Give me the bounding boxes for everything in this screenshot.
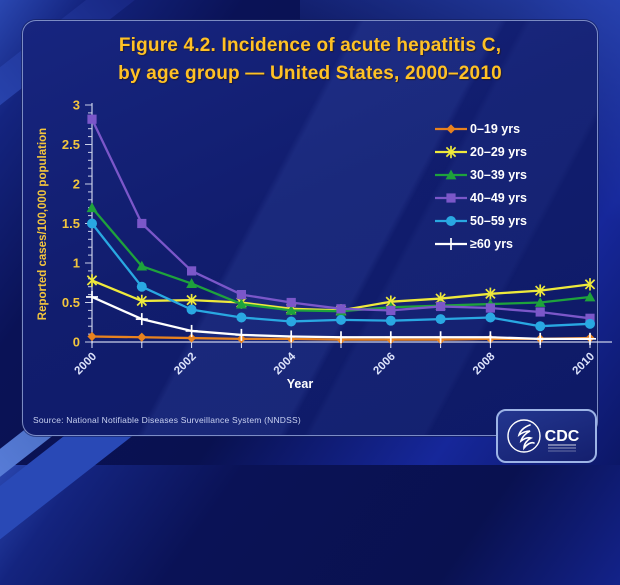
slide-panel: [22, 20, 598, 436]
x-tick-label: 2004: [272, 350, 299, 377]
asterisk-marker: [435, 293, 446, 304]
circle-marker: [435, 314, 446, 325]
circle-legend-marker-icon: [435, 215, 467, 226]
diamond-marker: [87, 331, 97, 342]
y-tick-label: 0: [73, 335, 80, 350]
hhs-eagle-glyph: [517, 424, 535, 451]
triangle-marker: [534, 297, 546, 307]
square-marker: [87, 114, 97, 124]
triangle-marker: [285, 305, 297, 315]
figure-title-line2: by age group — United States, 2000–2010: [118, 62, 502, 84]
circle-marker: [485, 312, 496, 323]
cdc-logo: CDC: [496, 409, 597, 463]
y-axis-title: Reported cases/100,000 population: [37, 128, 49, 320]
x-axis-title: Year: [287, 377, 314, 391]
legend-item-20-29-yrs: 20–29 yrs: [434, 140, 527, 163]
y-tick-label: 1: [73, 256, 80, 271]
series-40-49-yrs: [87, 114, 595, 323]
legend-label: 50–59 yrs: [470, 213, 528, 228]
x-tick-label: 2002: [172, 351, 199, 378]
series--60-yrs: [86, 290, 596, 345]
circle-marker: [535, 321, 546, 332]
legend-label: ≥60 yrs: [470, 236, 514, 251]
asterisk-marker: [186, 294, 197, 306]
diamond-marker: [187, 333, 197, 343]
triangle-marker: [186, 278, 197, 288]
asterisk-marker: [385, 296, 397, 307]
circle-marker: [286, 316, 297, 327]
square-marker: [336, 304, 346, 314]
square-marker: [485, 303, 495, 313]
square-marker: [436, 301, 446, 312]
legend-item-50-59-yrs: 50–59 yrs: [434, 209, 527, 232]
square-marker: [236, 290, 246, 300]
figure-title: Figure 4.2. Incidence of acute hepatitis…: [0, 32, 620, 87]
diamond-marker: [137, 332, 147, 342]
triangle-marker: [86, 202, 98, 213]
chart-legend: 0–19 yrs 20–29 yrs 30–39 yrs 40–49 yrs 50–59…: [434, 117, 527, 255]
asterisk-marker: [485, 288, 496, 300]
triangle-marker: [136, 260, 148, 271]
circle-marker: [87, 218, 97, 229]
hhs-cdc-emblem: CDC: [507, 419, 580, 453]
legend-item-30-39-yrs: 30–39 yrs: [434, 163, 527, 186]
square-marker: [286, 297, 296, 308]
triangle-marker: [236, 298, 247, 309]
asterisk-marker: [86, 275, 98, 286]
legend-label: 0–19 yrs: [470, 121, 521, 136]
y-tick-label: 2: [73, 177, 80, 192]
square-marker: [535, 307, 545, 317]
square-legend-marker-icon: [435, 192, 467, 203]
circle-marker: [385, 315, 396, 326]
asterisk-marker: [534, 285, 546, 296]
legend-label: 20–29 yrs: [470, 144, 528, 159]
asterisk-marker: [136, 295, 148, 307]
circle-marker: [136, 281, 147, 292]
series-50-59-yrs: [87, 218, 595, 332]
x-tick-label: 2008: [471, 350, 498, 377]
square-marker: [585, 313, 595, 323]
hhs-seal-circle: [507, 419, 541, 453]
square-marker: [386, 305, 396, 315]
triangle-legend-marker-icon: [435, 169, 467, 179]
x-tick-label: 2006: [371, 351, 398, 378]
y-tick-label: 2.5: [62, 137, 80, 152]
line-chart: 0 0.5 1 1.5 2 2.5 3 2000 2002 2004 2006 2008 2010 Rep…: [37, 97, 612, 391]
square-marker: [137, 218, 147, 229]
legend-item--60-yrs: ≥60 yrs: [434, 232, 527, 255]
legend-item-40-49-yrs: 40–49 yrs: [434, 186, 527, 209]
circle-marker: [186, 304, 197, 315]
x-tick-label: 2010: [571, 351, 598, 378]
source-note: Source: National Notifiable Diseases Sur…: [33, 415, 301, 425]
asterisk-marker: [584, 279, 596, 290]
square-marker: [187, 266, 197, 276]
circle-marker: [236, 312, 247, 323]
legend-label: 40–49 yrs: [470, 190, 528, 205]
figure-title-line1: Figure 4.2. Incidence of acute hepatitis…: [118, 35, 502, 56]
diamond-legend-marker-icon: [435, 123, 467, 134]
circle-marker: [585, 318, 595, 329]
x-tick-label: 2000: [73, 351, 100, 378]
y-tick-label: 1.5: [62, 216, 80, 231]
asterisk-legend-marker-icon: [435, 145, 467, 158]
y-tick-label: 3: [73, 98, 80, 113]
y-tick-label: 0.5: [62, 295, 80, 310]
cdc-logo-text: CDC: [545, 428, 580, 445]
plus-legend-marker-icon: [435, 237, 467, 250]
legend-item-0-19-yrs: 0–19 yrs: [434, 117, 527, 140]
circle-marker: [336, 314, 346, 325]
legend-label: 30–39 yrs: [470, 167, 528, 182]
triangle-marker: [584, 291, 596, 302]
